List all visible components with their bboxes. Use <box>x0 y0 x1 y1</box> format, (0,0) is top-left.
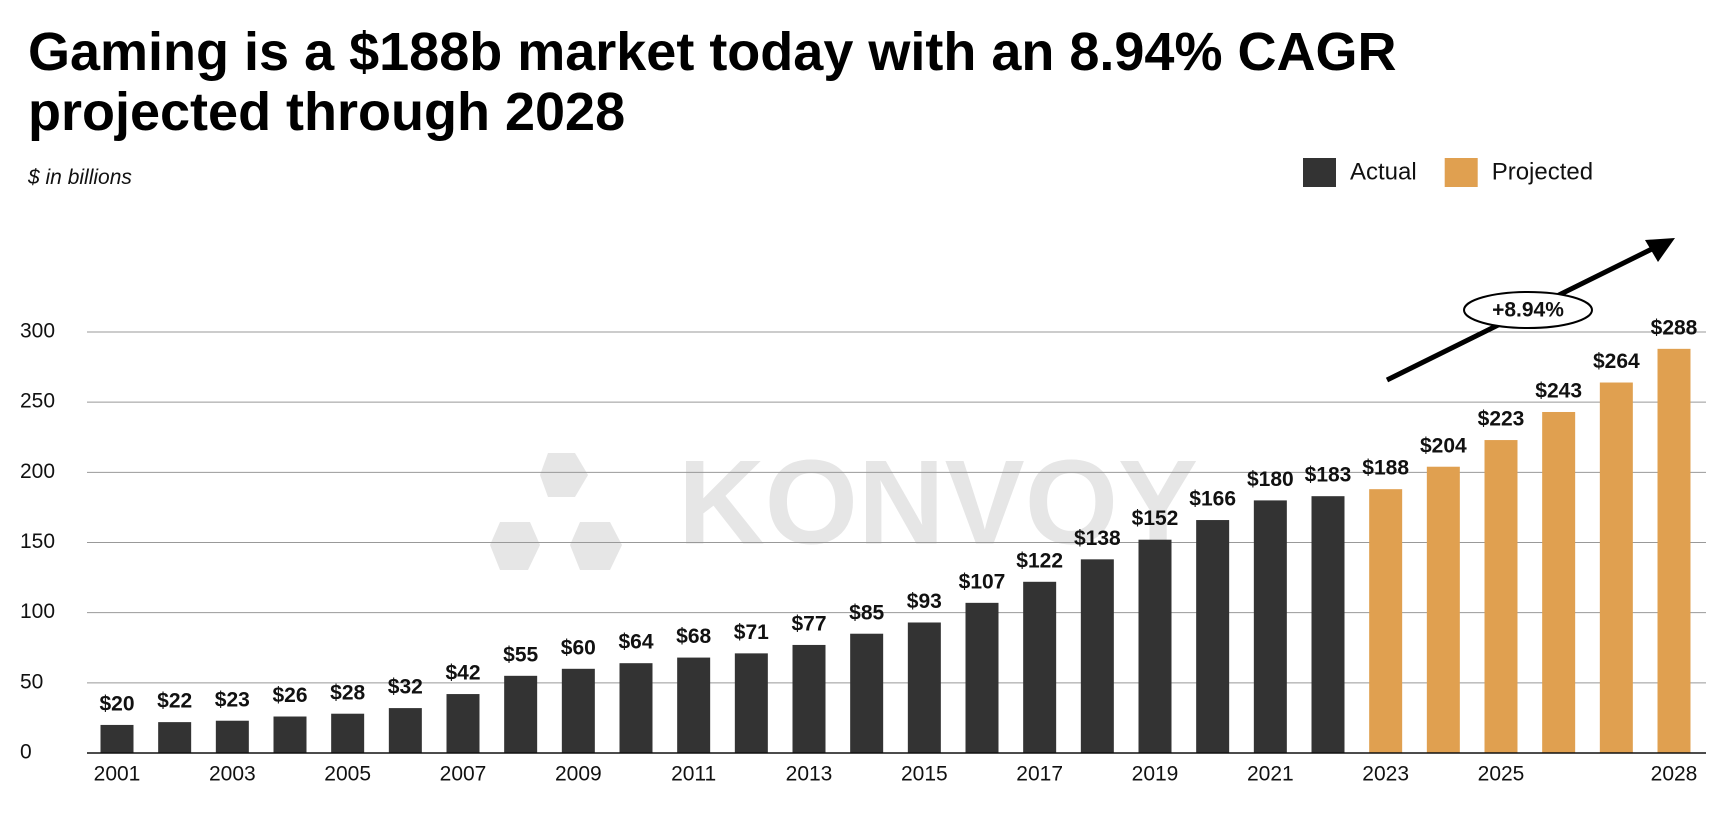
watermark-logo <box>490 453 622 570</box>
value-label: $152 <box>1132 507 1179 530</box>
value-label: $138 <box>1074 527 1121 550</box>
bar <box>1253 500 1287 753</box>
value-label: $166 <box>1189 488 1236 511</box>
x-tick-label: 2007 <box>440 763 487 786</box>
x-tick-label: 2019 <box>1132 763 1179 786</box>
x-tick-label: 2023 <box>1362 763 1409 786</box>
y-tick-label: 0 <box>20 741 32 764</box>
value-label: $85 <box>849 601 884 624</box>
y-tick-label: 200 <box>20 460 55 483</box>
value-label: $288 <box>1651 316 1698 339</box>
y-tick-label: 150 <box>20 530 55 553</box>
value-label: $20 <box>99 692 134 715</box>
chart-title: Gaming is a $188b market today with an 8… <box>28 22 1397 142</box>
bar <box>792 644 826 753</box>
y-tick-label: 100 <box>20 600 55 623</box>
x-tick-label: 2005 <box>324 763 371 786</box>
arrow-head <box>1645 238 1675 262</box>
y-tick-label: 300 <box>20 320 55 343</box>
x-tick-label: 2011 <box>671 763 716 786</box>
value-label: $28 <box>330 681 365 704</box>
bar <box>388 708 422 753</box>
value-label: $183 <box>1305 464 1352 487</box>
legend-label: Projected <box>1492 158 1593 185</box>
bar <box>1426 466 1460 753</box>
bar <box>273 716 307 753</box>
bar <box>1138 539 1172 753</box>
x-tick-label: 2021 <box>1247 763 1294 786</box>
value-label: $93 <box>907 590 942 613</box>
annotation: +8.94% <box>1492 299 1564 322</box>
bar <box>1196 520 1230 753</box>
value-label: $60 <box>561 636 596 659</box>
bar <box>850 633 884 753</box>
value-label: $26 <box>272 684 307 707</box>
legend-swatch <box>1303 158 1336 187</box>
bar <box>100 724 134 753</box>
bar <box>1311 496 1345 753</box>
value-label: $188 <box>1362 457 1409 480</box>
x-tick-label: 2028 <box>1651 763 1698 786</box>
bar <box>907 622 941 753</box>
x-tick-label: 2009 <box>555 763 602 786</box>
bar <box>734 653 768 753</box>
bar <box>1023 581 1057 753</box>
value-label: $68 <box>676 625 711 648</box>
bar <box>331 713 365 753</box>
annotation-oval <box>1463 291 1593 329</box>
bar <box>677 657 711 753</box>
bar <box>1369 489 1403 753</box>
value-label: $243 <box>1535 380 1582 403</box>
watermark: KONVOY <box>678 436 1198 570</box>
bar <box>1599 382 1633 753</box>
value-label: $122 <box>1016 549 1063 572</box>
chart-subtitle: $ in billions <box>28 166 132 189</box>
bar <box>1080 559 1114 753</box>
bar <box>446 694 480 753</box>
value-label: $204 <box>1420 434 1467 457</box>
value-label: $23 <box>215 688 250 711</box>
value-label: $77 <box>791 612 826 635</box>
x-tick-label: 2001 <box>94 763 141 786</box>
x-tick-label: 2017 <box>1016 763 1063 786</box>
value-label: $107 <box>959 570 1006 593</box>
value-label: $71 <box>734 621 769 644</box>
x-tick-label: 2003 <box>209 763 256 786</box>
bar <box>1484 440 1518 753</box>
bar <box>158 722 192 753</box>
x-tick-label: 2025 <box>1478 763 1525 786</box>
value-label: $42 <box>445 662 480 685</box>
value-label: $55 <box>503 643 538 666</box>
bar <box>619 663 653 753</box>
value-label: $64 <box>618 631 653 654</box>
y-tick-label: 50 <box>20 670 43 693</box>
legend-swatch <box>1444 158 1478 187</box>
legend-label: Actual <box>1350 158 1417 185</box>
bar <box>561 668 595 753</box>
x-tick-label: 2013 <box>786 763 833 786</box>
x-tick-label: 2015 <box>901 763 948 786</box>
bar <box>1657 348 1691 753</box>
value-label: $180 <box>1247 468 1294 491</box>
y-tick-label: 250 <box>20 390 55 413</box>
value-label: $22 <box>157 690 192 713</box>
bar <box>215 720 249 753</box>
value-label: $32 <box>388 676 423 699</box>
value-label: $264 <box>1593 350 1640 373</box>
value-label: $223 <box>1478 408 1525 431</box>
bar <box>965 602 999 753</box>
bar <box>504 675 538 753</box>
bar <box>1542 411 1576 753</box>
